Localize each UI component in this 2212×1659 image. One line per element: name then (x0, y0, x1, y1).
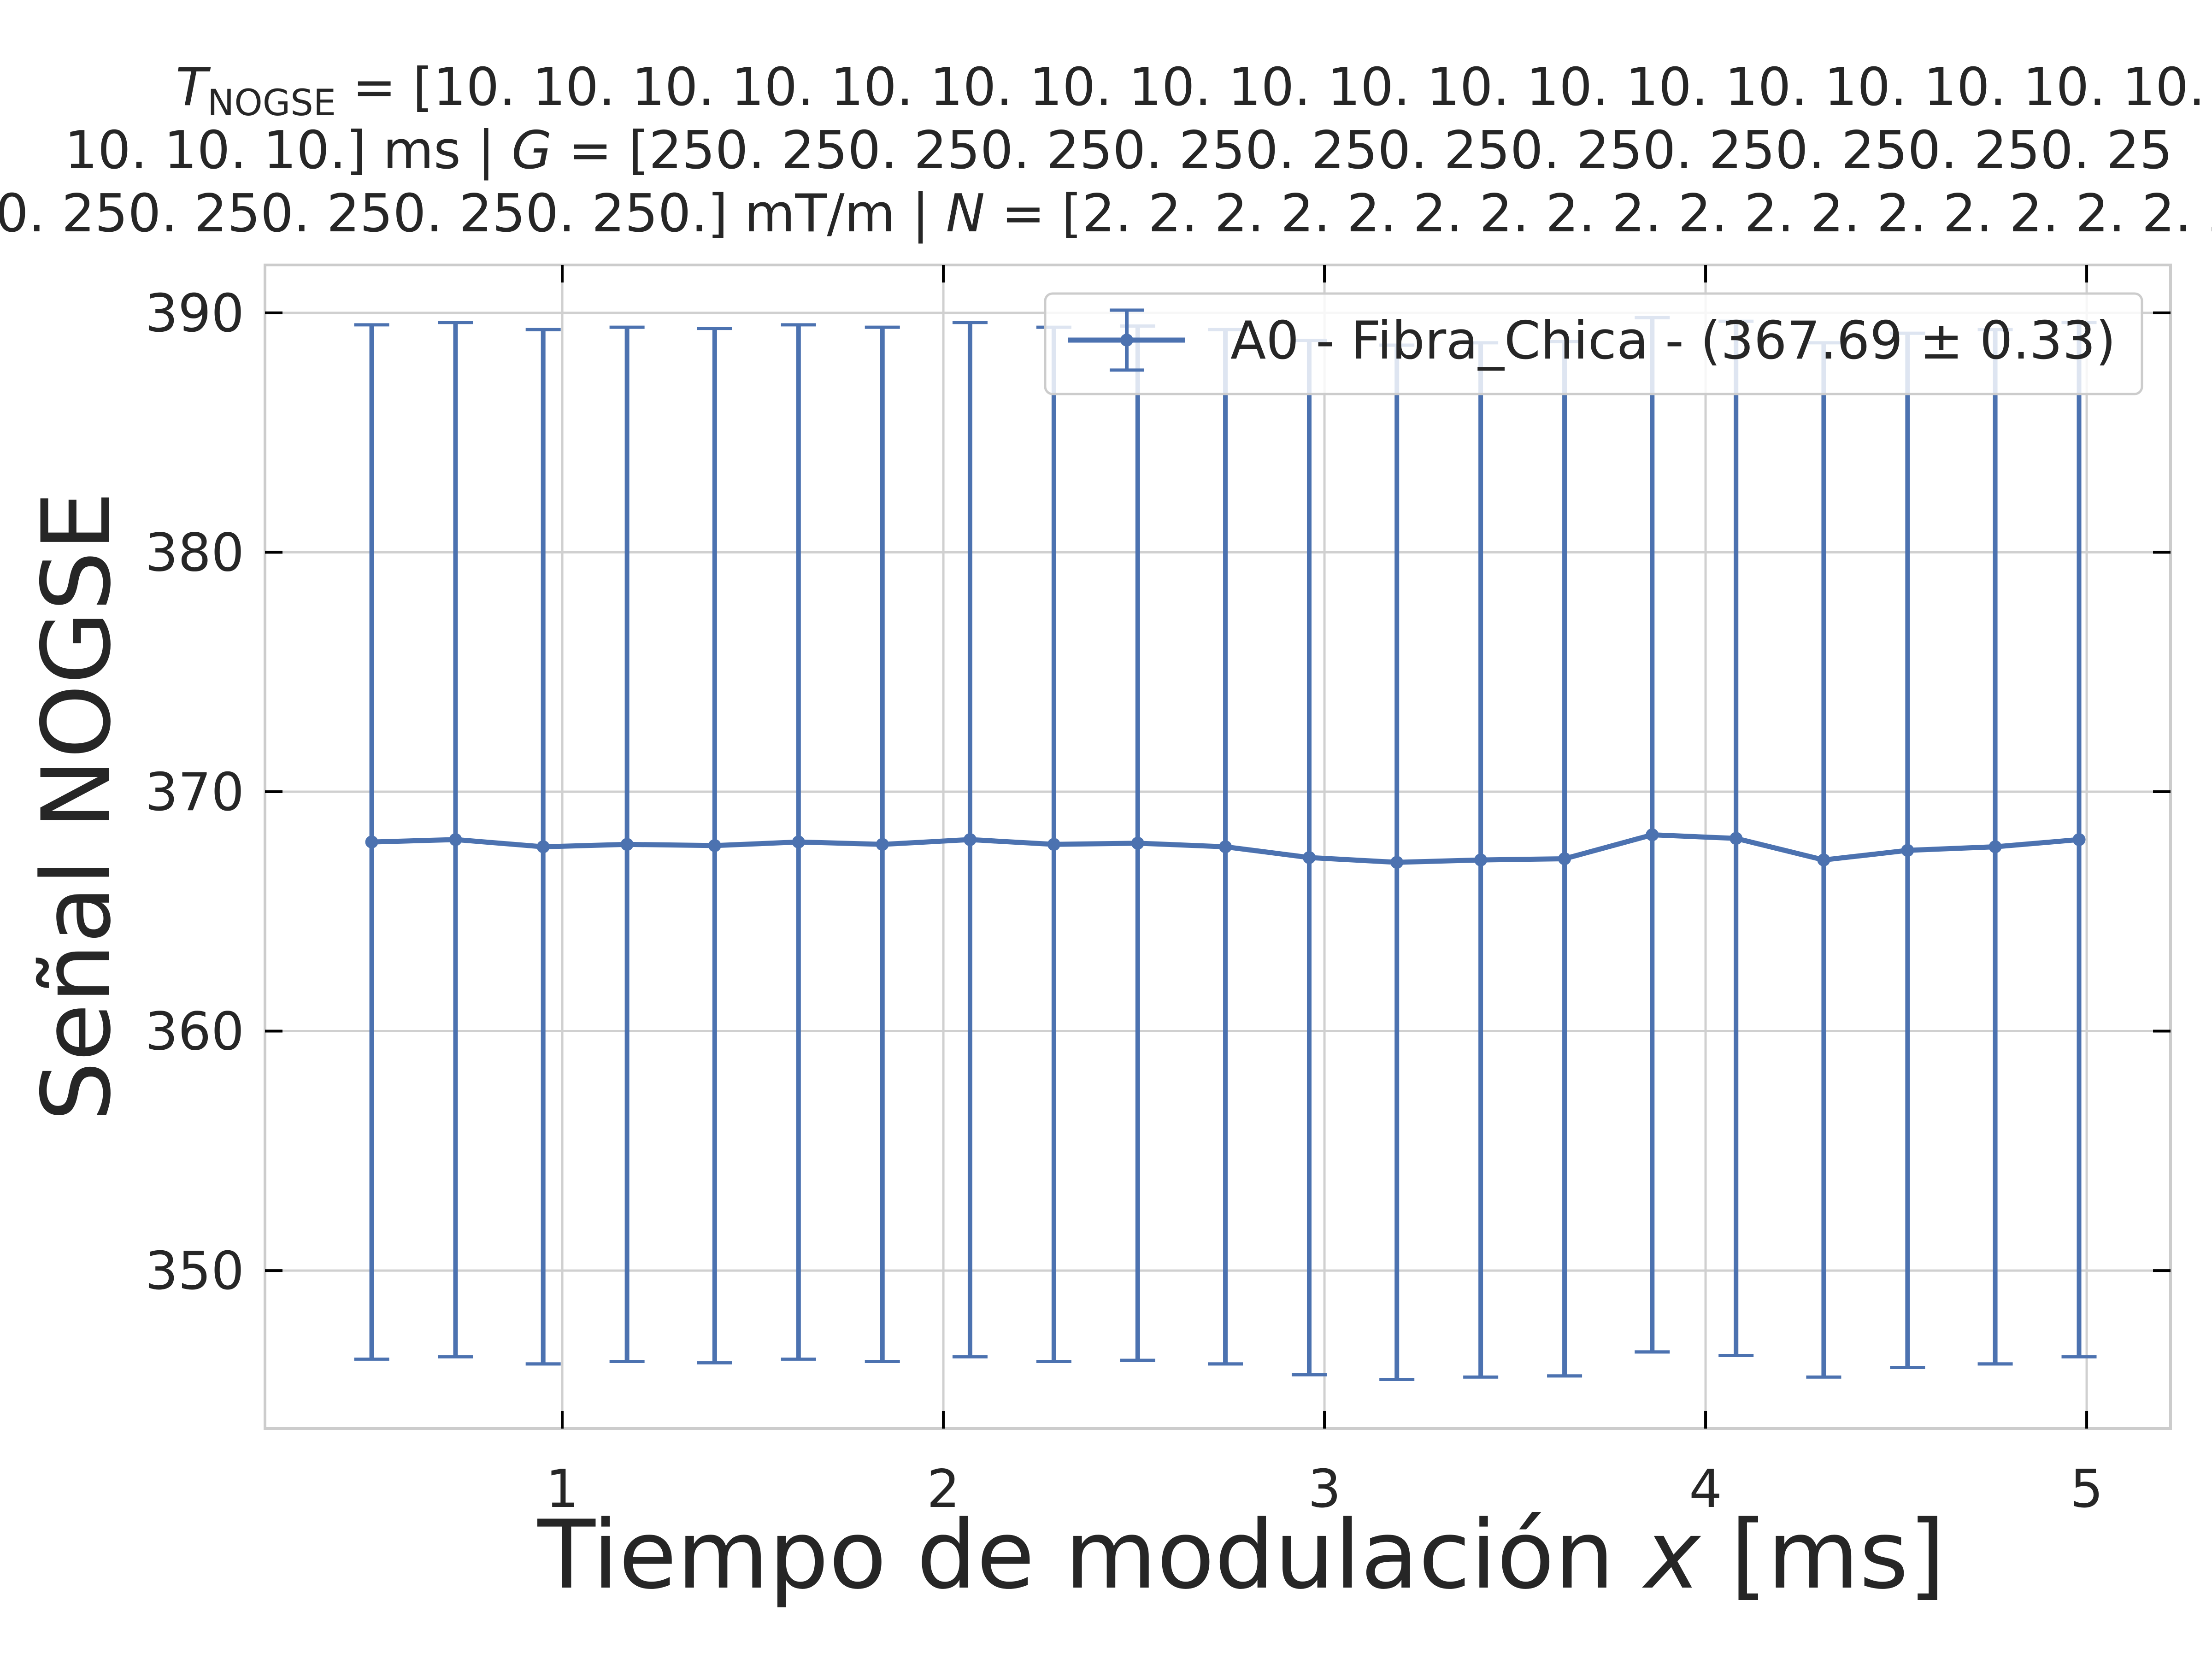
data-point (365, 835, 378, 849)
data-point (620, 838, 634, 851)
legend-swatch-marker (1120, 334, 1133, 347)
data-point (1390, 856, 1404, 869)
chart-title-line-2: 10. 10. 10.] ms | G = [250. 250. 250. 25… (65, 120, 2173, 181)
y-axis-label: Señal NOGSE (22, 491, 132, 1121)
data-point (1901, 844, 1914, 857)
data-point (536, 840, 550, 853)
legend-box (1044, 292, 2143, 395)
plot-area: 1 2 3 4 5 350 360 370 380 390 A0 - Fibra_Chica - (… (145, 264, 2172, 1519)
y-tick-label: 350 (145, 1241, 244, 1301)
plot-frame (264, 264, 2172, 1430)
x-tick-label: 5 (2070, 1459, 2103, 1519)
x-axis-label: Tiempo de modulación x [ms] (537, 1500, 1946, 1610)
chart-title-line-1: TNOGSE = [10. 10. 10. 10. 10. 10. 10. 10… (176, 57, 2205, 124)
x-tick-label: 3 (1308, 1459, 1341, 1519)
data-point (1817, 853, 1830, 867)
data-point (1219, 840, 1232, 853)
y-tick-label: 360 (145, 1001, 244, 1062)
data-point (449, 833, 462, 846)
data-point (1988, 840, 2002, 853)
data-point (1302, 851, 1316, 864)
y-tick-label: 380 (145, 522, 244, 583)
data-point (963, 833, 977, 846)
legend-label: A0 - Fibra_Chica - (367.69 ± 0.33) (1230, 310, 2116, 371)
data-point (1730, 832, 1743, 845)
data-point (1646, 828, 1659, 841)
data-point (876, 838, 889, 851)
x-tick-label: 4 (1689, 1459, 1722, 1519)
data-point (1558, 852, 1571, 865)
data-point (708, 839, 721, 852)
data-point (792, 835, 805, 849)
x-tick-label: 2 (927, 1459, 960, 1519)
data-point (2072, 833, 2086, 846)
data-point (1474, 853, 1488, 867)
data-point (1047, 838, 1060, 851)
y-tick-label: 390 (145, 283, 244, 344)
y-tick-label: 370 (145, 762, 244, 823)
x-tick-label: 1 (546, 1459, 579, 1519)
chart-title-line-3: 0. 250. 250. 250. 250. 250.] mT/m | N = … (0, 183, 2212, 244)
data-point (1131, 836, 1144, 850)
